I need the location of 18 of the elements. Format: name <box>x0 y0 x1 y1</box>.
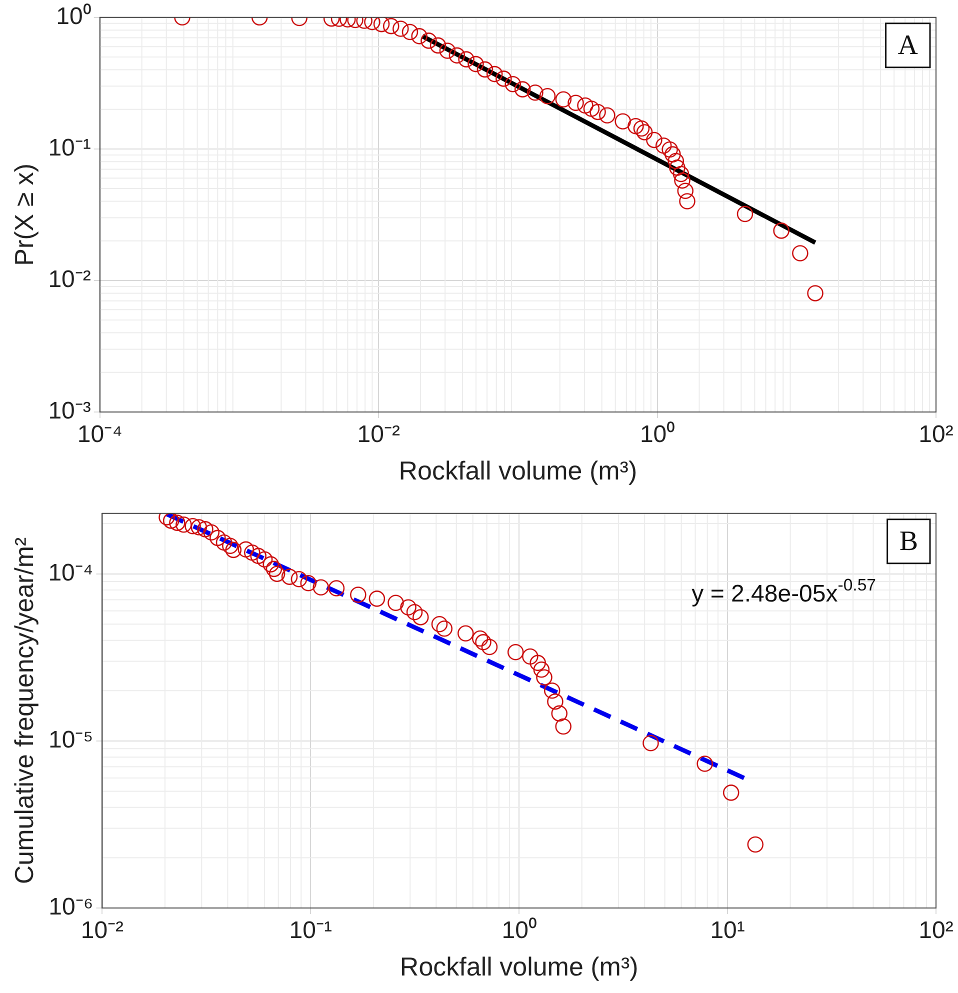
x-axis-title: Rockfall volume (m³) <box>398 456 638 486</box>
x-axis-title: Rockfall volume (m³) <box>400 952 638 982</box>
y-tick-label: 10⁻⁵ <box>48 726 94 754</box>
x-tick-label: 10² <box>918 917 954 944</box>
x-tick-label: 10⁻² <box>357 421 400 448</box>
y-tick-label: 10⁻¹ <box>48 134 91 162</box>
annotation: B <box>899 526 918 557</box>
y-tick-label: 10⁻² <box>48 266 91 294</box>
annotation: A <box>898 30 919 61</box>
y-tick-label: 10⁻⁴ <box>48 559 94 586</box>
x-tick-label: 10¹ <box>710 917 745 944</box>
x-tick-label: 10⁰ <box>502 917 536 944</box>
x-tick-label: 10⁰ <box>640 421 675 448</box>
x-tick-label: 10² <box>918 421 954 448</box>
y-axis-title: Pr(X ≥ x) <box>8 164 39 266</box>
x-tick-label: 10⁻¹ <box>289 917 332 944</box>
y-tick-label: 10⁰ <box>56 3 91 30</box>
y-axis-title: Cumulative frequency/year/m² <box>8 536 39 884</box>
